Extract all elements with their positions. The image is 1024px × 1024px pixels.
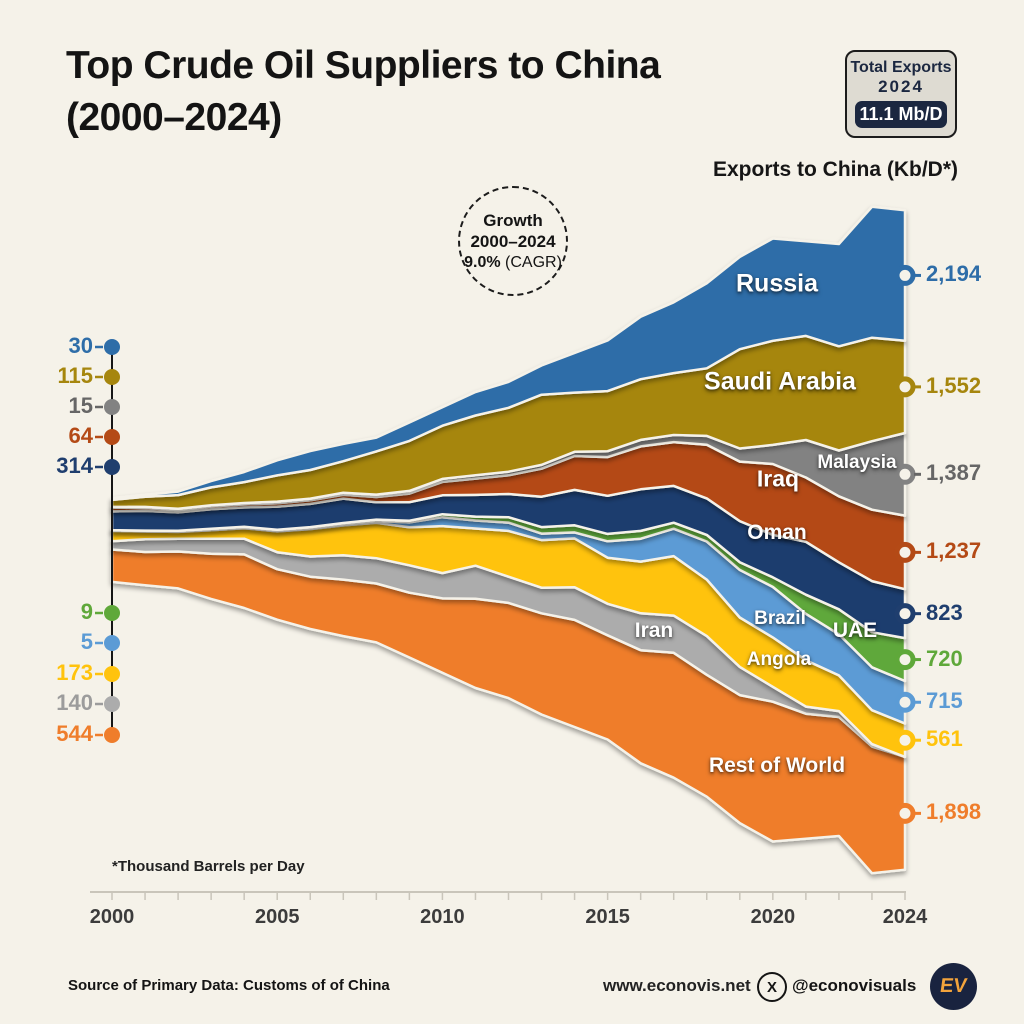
growth-range: 2000–2024 (470, 231, 556, 251)
end-value-iraq: 1,237 (926, 538, 982, 564)
end-value-saudi-arabia: 1,552 (926, 372, 982, 398)
x-axis-label-2015: 2015 (585, 906, 630, 928)
end-value-oman: 823 (926, 599, 963, 625)
website-link[interactable]: www.econovis.net (603, 976, 751, 995)
end-value-russia: 2,194 (926, 261, 982, 287)
source-note: Source of Primary Data: Customs of of Ch… (68, 977, 390, 994)
start-dot-uae (104, 605, 120, 621)
end-dot-iraq (894, 541, 916, 563)
end-value-rest-of-world: 1,898 (926, 799, 982, 825)
x-axis-label-2005: 2005 (254, 906, 300, 928)
badge-title: Total Exports (850, 59, 952, 76)
total-exports-badge: Total Exports 2024 11.1 Mb/D (845, 50, 957, 138)
end-value-angola: 561 (926, 726, 963, 752)
x-axis-label-2020: 2020 (750, 906, 796, 928)
start-dot-iran (104, 696, 120, 712)
start-dot-angola (104, 666, 120, 682)
band-russia (110, 205, 907, 502)
x-axis-label-2024: 2024 (882, 906, 928, 928)
x-axis-label-2010: 2010 (420, 906, 465, 928)
country-label-angola: Angola (746, 649, 812, 670)
y-axis-title: Exports to China (Kb/D*) (713, 158, 958, 181)
start-value-iraq: 64 (68, 423, 93, 448)
end-value-malaysia: 1,387 (926, 460, 982, 486)
country-label-oman: Oman (747, 521, 807, 544)
page-title-line1: Top Crude Oil Suppliers to China (66, 44, 661, 87)
country-label-iran: Iran (634, 619, 674, 642)
growth-callout: Growth 2000–2024 9.0% (CAGR) (458, 186, 568, 296)
start-value-iran: 140 (56, 690, 93, 715)
start-value-russia: 30 (68, 333, 93, 358)
end-value-brazil: 715 (926, 688, 963, 714)
start-value-rest-of-world: 544 (56, 721, 93, 746)
start-dot-rest-of-world (104, 727, 120, 743)
start-value-oman: 314 (56, 453, 93, 478)
start-value-saudi-arabia: 115 (57, 363, 94, 388)
start-dot-oman (104, 459, 120, 475)
growth-value: 9.0% (CAGR) (464, 253, 562, 271)
end-dot-rest-of-world (894, 802, 916, 824)
country-label-brazil: Brazil (754, 608, 806, 629)
country-label-malaysia: Malaysia (817, 452, 897, 473)
start-value-malaysia: 15 (68, 393, 93, 418)
end-value-uae: 720 (926, 645, 963, 671)
country-label-iraq: Iraq (756, 465, 800, 492)
x-social-icon[interactable]: X (757, 972, 787, 1002)
country-label-saudi-arabia: Saudi Arabia (704, 367, 856, 396)
econovis-logo: EV (930, 963, 977, 1010)
start-dot-malaysia (104, 399, 120, 415)
end-dot-uae (894, 649, 916, 671)
end-dot-malaysia (894, 463, 916, 485)
unit-footnote: *Thousand Barrels per Day (112, 858, 305, 875)
page-title: Top Crude Oil Suppliers to China (2000–2… (66, 40, 661, 144)
badge-year: 2024 (878, 77, 924, 96)
start-value-brazil: 5 (80, 629, 93, 654)
end-dot-saudi-arabia (894, 376, 916, 398)
country-label-rest-of-world: Rest of World (708, 754, 846, 777)
x-social-handle[interactable]: @econovisuals (792, 976, 917, 995)
start-value-angola: 173 (56, 660, 93, 685)
start-dot-brazil (104, 635, 120, 651)
country-label-uae: UAE (832, 619, 878, 642)
start-dot-iraq (104, 429, 120, 445)
start-dot-russia (104, 339, 120, 355)
end-dot-brazil (894, 691, 916, 713)
end-dot-angola (894, 729, 916, 751)
end-dot-oman (894, 603, 916, 625)
start-value-uae: 9 (80, 599, 93, 624)
end-dot-russia (894, 264, 916, 286)
growth-heading: Growth (483, 210, 543, 230)
start-dot-saudi-arabia (104, 369, 120, 385)
x-axis-label-2000: 2000 (89, 906, 135, 928)
page-title-line2: (2000–2024) (66, 96, 282, 139)
country-label-russia: Russia (736, 269, 818, 298)
badge-value: 11.1 Mb/D (855, 101, 947, 128)
